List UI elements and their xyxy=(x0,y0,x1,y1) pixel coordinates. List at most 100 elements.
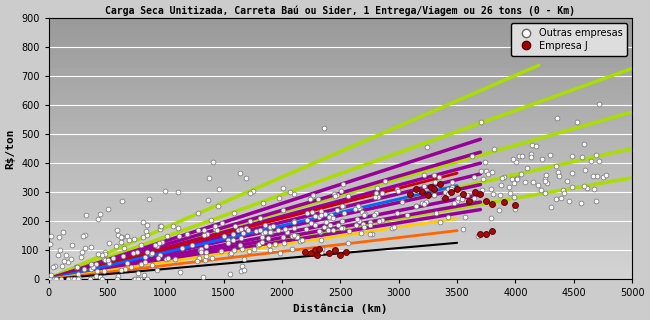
Point xyxy=(478,176,489,181)
Point xyxy=(487,201,497,206)
Point xyxy=(329,248,339,253)
Point xyxy=(365,222,376,228)
Point xyxy=(318,224,329,229)
Point xyxy=(439,190,450,195)
Point xyxy=(499,200,509,205)
Point xyxy=(129,236,139,241)
Point xyxy=(554,173,564,179)
Point xyxy=(265,229,275,234)
Point xyxy=(229,248,239,253)
Point xyxy=(124,237,135,243)
Point xyxy=(389,225,399,230)
Point xyxy=(411,203,421,208)
Point xyxy=(551,163,562,168)
Point xyxy=(332,207,343,212)
Point xyxy=(244,248,254,253)
Point xyxy=(469,174,479,180)
Point xyxy=(393,188,403,193)
Point xyxy=(497,175,508,180)
Point xyxy=(469,190,480,195)
Point xyxy=(187,243,197,248)
Point xyxy=(457,197,467,202)
Point xyxy=(117,235,127,240)
Point xyxy=(526,154,536,159)
Point xyxy=(289,226,299,231)
Point xyxy=(53,252,64,258)
Point xyxy=(223,238,233,243)
Point xyxy=(223,241,233,246)
Point xyxy=(85,277,96,282)
Point xyxy=(313,247,323,252)
Point xyxy=(226,250,236,255)
Point xyxy=(577,154,587,159)
Point xyxy=(146,262,157,268)
Point xyxy=(74,276,85,281)
Point xyxy=(51,277,62,282)
Point xyxy=(350,223,361,228)
Point xyxy=(540,177,550,182)
Point xyxy=(66,257,76,262)
Point xyxy=(156,223,166,228)
Point xyxy=(495,193,505,198)
Point xyxy=(55,247,65,252)
Point xyxy=(152,268,162,273)
Point xyxy=(194,247,205,252)
Point xyxy=(489,147,500,152)
Point xyxy=(564,199,574,204)
Point xyxy=(138,219,148,224)
Point xyxy=(446,186,456,191)
Point xyxy=(198,233,209,238)
Point xyxy=(54,234,64,239)
Point xyxy=(241,176,252,181)
Point xyxy=(151,243,162,248)
Point xyxy=(510,159,521,164)
Point xyxy=(235,242,245,247)
Point xyxy=(216,249,226,254)
Point xyxy=(567,185,577,190)
Point xyxy=(155,227,165,232)
Point xyxy=(391,211,402,216)
Point xyxy=(306,251,317,256)
Point xyxy=(302,211,313,216)
Point xyxy=(579,141,590,146)
Point xyxy=(330,193,340,198)
Point xyxy=(578,184,589,189)
Point xyxy=(594,102,604,107)
Point xyxy=(155,253,165,258)
Point xyxy=(203,197,213,202)
Point xyxy=(296,237,306,242)
Point xyxy=(319,212,330,217)
Point xyxy=(196,246,206,252)
Point xyxy=(324,251,334,256)
Point xyxy=(142,249,152,254)
Point xyxy=(486,186,497,191)
Point xyxy=(336,188,346,193)
Point xyxy=(99,257,109,262)
Point xyxy=(173,190,183,195)
Point xyxy=(443,192,453,197)
Point xyxy=(324,214,334,220)
Point xyxy=(259,222,270,228)
Point xyxy=(104,260,114,265)
Point xyxy=(216,220,227,226)
Point xyxy=(295,238,306,244)
Point xyxy=(111,244,122,249)
Point xyxy=(391,186,402,191)
Point xyxy=(136,243,146,248)
Point xyxy=(483,172,493,177)
Point xyxy=(473,233,484,238)
Point xyxy=(168,224,178,229)
Point xyxy=(316,208,326,213)
Point xyxy=(454,194,465,199)
Point xyxy=(452,199,462,204)
Point xyxy=(194,255,204,260)
Point xyxy=(315,230,326,235)
Point xyxy=(274,195,285,200)
Point xyxy=(533,182,543,187)
Point xyxy=(118,253,128,258)
Point xyxy=(422,145,432,150)
Point xyxy=(509,194,519,199)
Point xyxy=(486,216,496,221)
Point xyxy=(516,153,526,158)
Point xyxy=(209,226,220,231)
